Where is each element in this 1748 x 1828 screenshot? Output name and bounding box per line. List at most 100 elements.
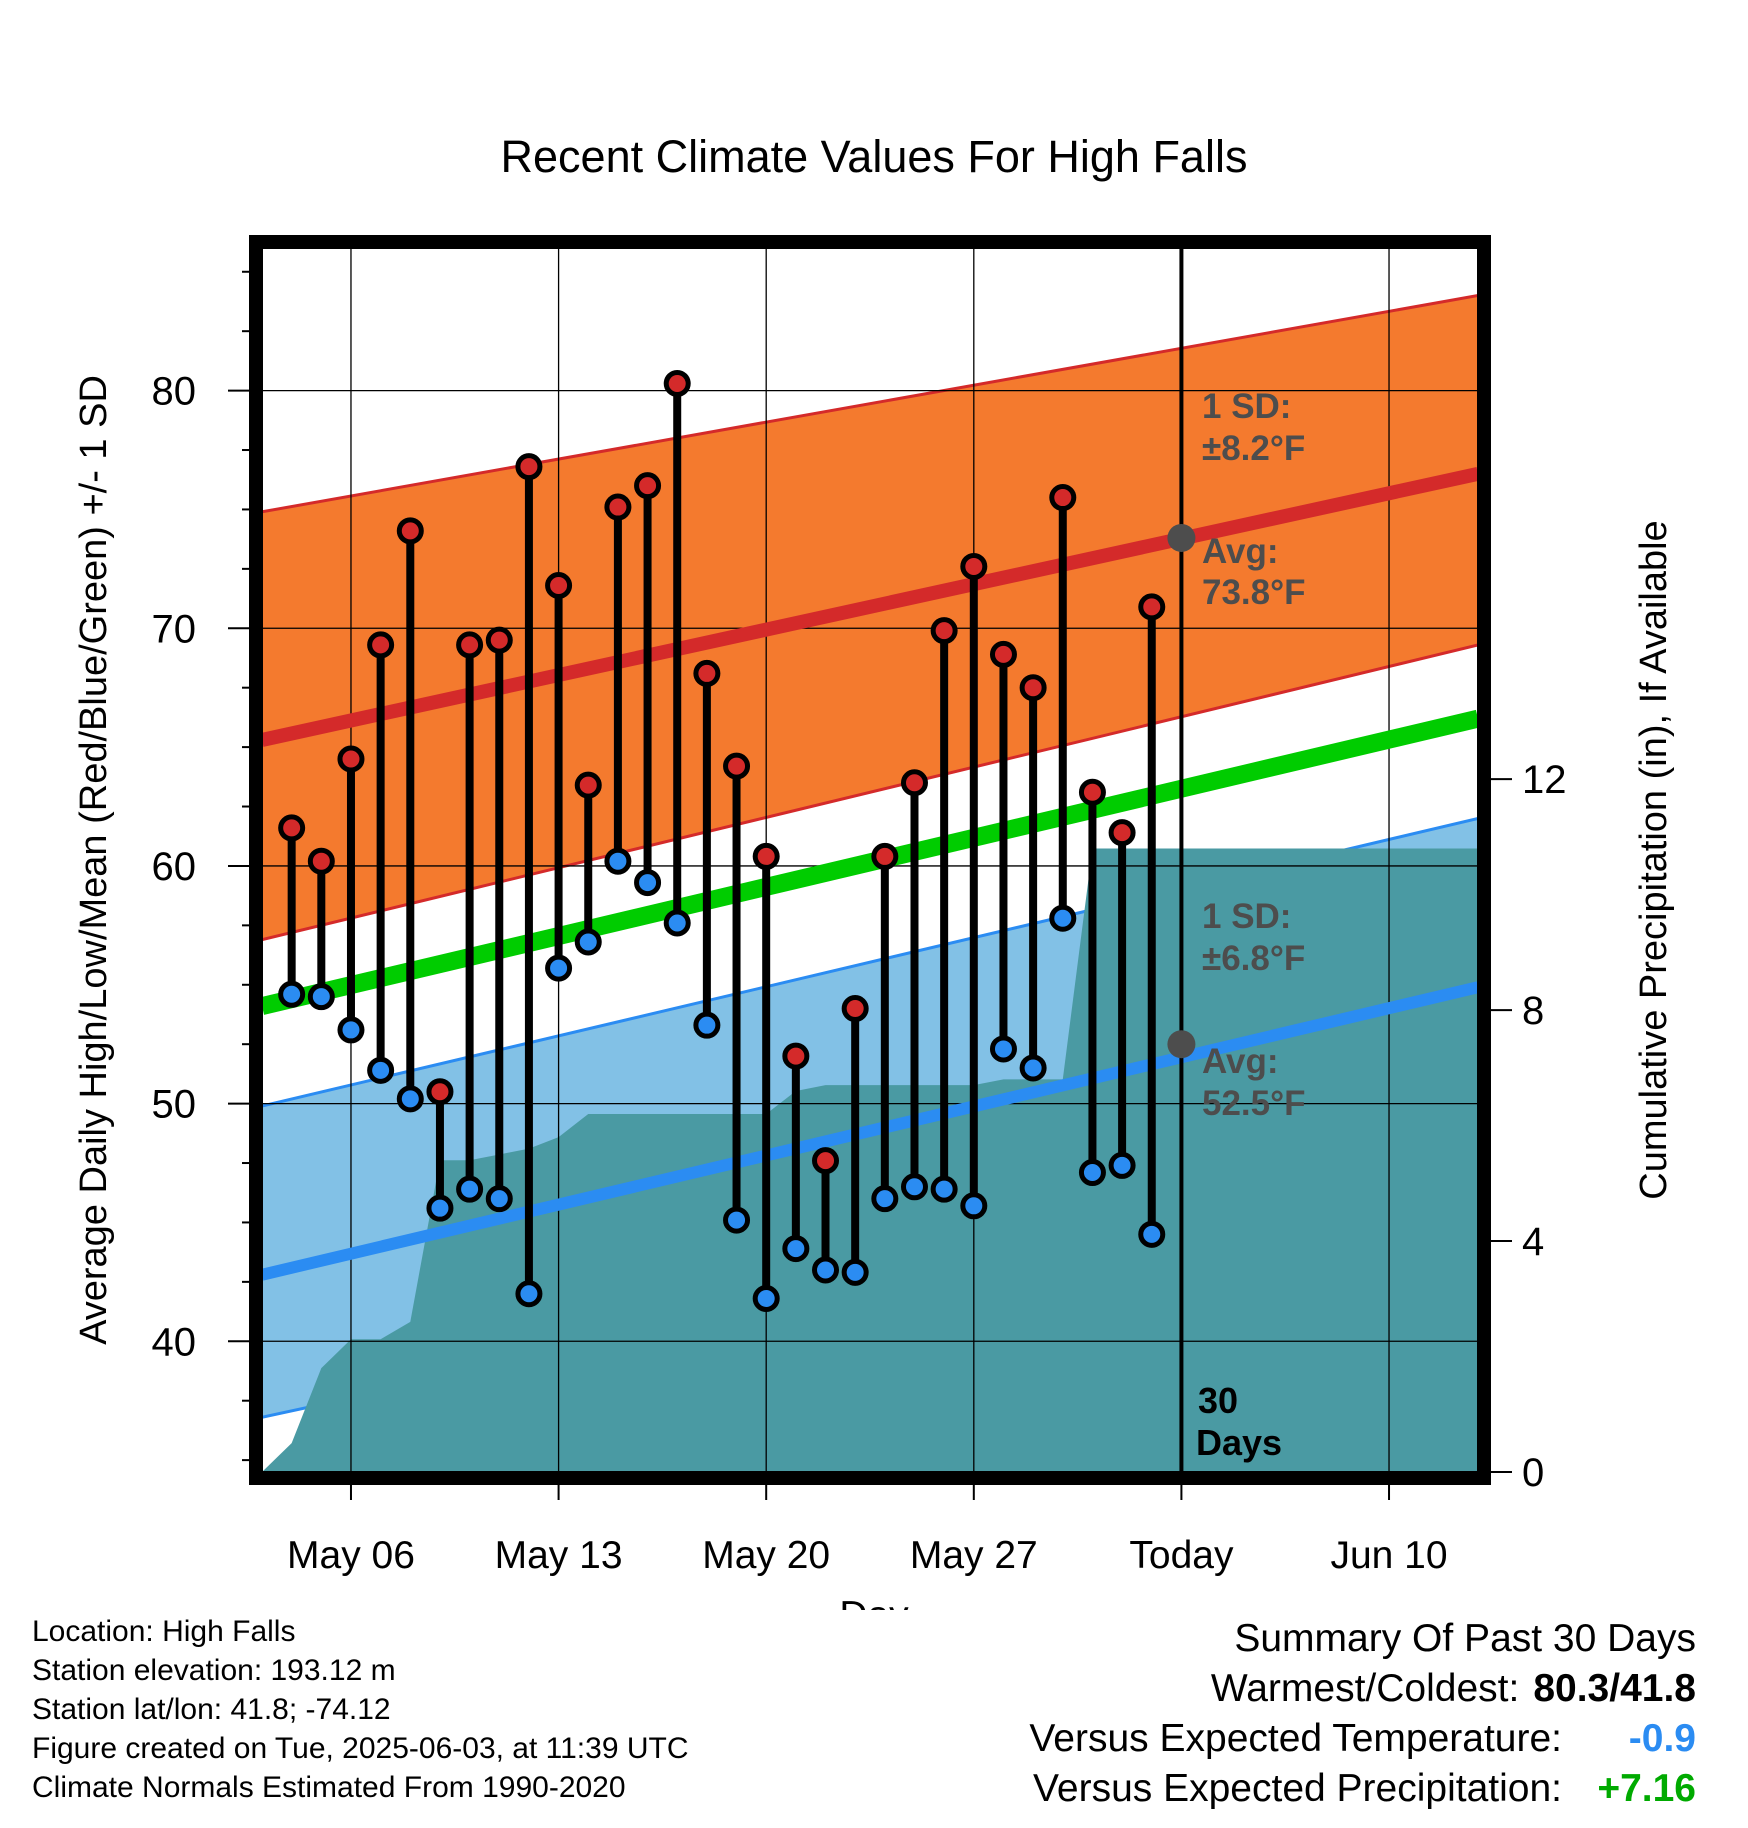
created-text: Figure created on Tue, 2025-06-03, at 11… bbox=[32, 1732, 689, 1765]
high-sd-title: 1 SD: bbox=[1202, 387, 1291, 426]
high-sd-lower-edge bbox=[262, 643, 1478, 942]
precip-value: +7.16 bbox=[1597, 1767, 1696, 1810]
low-point bbox=[545, 954, 573, 982]
high-point bbox=[900, 769, 928, 797]
high-point bbox=[752, 842, 780, 870]
low-point bbox=[1108, 1151, 1136, 1179]
precip-area bbox=[262, 848, 1478, 1472]
temp-label: Versus Expected Temperature: bbox=[1029, 1717, 1562, 1760]
low-point bbox=[367, 1056, 395, 1084]
high-point bbox=[278, 814, 306, 842]
high-point bbox=[367, 631, 395, 659]
high-point bbox=[663, 369, 691, 397]
high-avg-marker bbox=[1167, 523, 1196, 552]
plot-area bbox=[262, 248, 1478, 1472]
high-point bbox=[307, 847, 335, 875]
high-point bbox=[1019, 674, 1047, 702]
summary-warmest-row: Warmest/Coldest: 80.3/41.8 bbox=[1029, 1664, 1696, 1714]
high-point bbox=[545, 571, 573, 599]
x-tick-label: May 13 bbox=[495, 1534, 623, 1577]
y-tick-label: 40 bbox=[152, 1320, 197, 1364]
days-label: Days bbox=[1196, 1422, 1282, 1463]
warmest-value: 80.3/41.8 bbox=[1533, 1667, 1696, 1710]
elevation-text: Station elevation: 193.12 m bbox=[32, 1654, 396, 1687]
low-point bbox=[337, 1016, 365, 1044]
low-point bbox=[841, 1258, 869, 1286]
low-point bbox=[604, 847, 632, 875]
days-number: 30 bbox=[1198, 1380, 1238, 1421]
x-tick-label: May 20 bbox=[702, 1534, 830, 1577]
x-tick-label: Today bbox=[1129, 1534, 1234, 1577]
high-point bbox=[485, 626, 513, 654]
high-point bbox=[723, 752, 751, 780]
high-point bbox=[871, 842, 899, 870]
low-avg-marker bbox=[1167, 1030, 1196, 1059]
y2-tick-label: 8 bbox=[1522, 989, 1544, 1033]
low-point bbox=[1078, 1159, 1106, 1187]
summary-temp-row: Versus Expected Temperature: -0.9 bbox=[1029, 1714, 1696, 1764]
latlon-text: Station lat/lon: 41.8; -74.12 bbox=[32, 1693, 391, 1726]
low-point bbox=[278, 980, 306, 1008]
low-point bbox=[634, 869, 662, 897]
low-point bbox=[752, 1285, 780, 1313]
low-point bbox=[812, 1256, 840, 1284]
x-tick-label: May 06 bbox=[287, 1534, 415, 1577]
low-point bbox=[515, 1280, 543, 1308]
low-point bbox=[900, 1173, 928, 1201]
low-point bbox=[307, 983, 335, 1011]
high-point bbox=[604, 493, 632, 521]
low-point bbox=[723, 1206, 751, 1234]
high-point bbox=[1049, 484, 1077, 512]
high-point bbox=[841, 995, 869, 1023]
low-point bbox=[1138, 1220, 1166, 1248]
high-sd-band bbox=[262, 295, 1478, 940]
low-normal-line bbox=[262, 981, 1478, 1281]
y2-tick-label: 4 bbox=[1522, 1220, 1544, 1264]
low-point bbox=[871, 1185, 899, 1213]
temp-value: -0.9 bbox=[1628, 1717, 1696, 1760]
y-tick-label: 60 bbox=[152, 845, 197, 889]
high-avg-value: 73.8°F bbox=[1202, 573, 1306, 612]
high-point bbox=[1108, 819, 1136, 847]
high-avg-title: Avg: bbox=[1202, 532, 1278, 571]
location-text: Location: High Falls bbox=[32, 1615, 296, 1648]
summary-precip-row: Versus Expected Precipitation: +7.16 bbox=[1029, 1764, 1696, 1814]
low-sd-title: 1 SD: bbox=[1202, 897, 1291, 936]
high-point bbox=[989, 640, 1017, 668]
low-avg-value: 52.5°F bbox=[1202, 1084, 1306, 1123]
summary-panel: Summary Of Past 30 Days Warmest/Coldest:… bbox=[1029, 1614, 1696, 1814]
low-point bbox=[930, 1175, 958, 1203]
low-point bbox=[426, 1194, 454, 1222]
high-normal-line bbox=[262, 466, 1478, 747]
high-point bbox=[1078, 778, 1106, 806]
y2-tick-label: 12 bbox=[1522, 758, 1567, 802]
high-point bbox=[456, 631, 484, 659]
high-point bbox=[396, 517, 424, 545]
climate-chart: Recent Climate Values For High Falls 405… bbox=[73, 131, 1675, 1610]
y-tick-label: 50 bbox=[152, 1083, 197, 1127]
precip-label: Versus Expected Precipitation: bbox=[1033, 1767, 1562, 1810]
low-sd-value: ±6.8°F bbox=[1202, 939, 1305, 978]
high-point bbox=[960, 552, 988, 580]
y-tick-label: 80 bbox=[152, 370, 197, 414]
x-tick-label: Jun 10 bbox=[1330, 1534, 1447, 1577]
high-point bbox=[782, 1042, 810, 1070]
y-axis-label: Average Daily High/Low/Mean (Red/Blue/Gr… bbox=[73, 375, 115, 1345]
plot-frame bbox=[249, 235, 1491, 1485]
high-point bbox=[337, 745, 365, 773]
high-point bbox=[634, 472, 662, 500]
high-sd-upper-edge bbox=[262, 294, 1478, 514]
low-point bbox=[989, 1035, 1017, 1063]
low-avg-title: Avg: bbox=[1202, 1042, 1278, 1081]
summary-title: Summary Of Past 30 Days bbox=[1234, 1617, 1696, 1660]
y2-tick-label: 0 bbox=[1522, 1451, 1544, 1495]
high-point bbox=[1138, 593, 1166, 621]
high-point bbox=[693, 659, 721, 687]
low-point bbox=[485, 1185, 513, 1213]
normals-text: Climate Normals Estimated From 1990-2020 bbox=[32, 1771, 626, 1804]
low-point bbox=[574, 928, 602, 956]
chart-title: Recent Climate Values For High Falls bbox=[501, 131, 1248, 182]
station-info: Location: High Falls Station elevation: … bbox=[32, 1612, 689, 1807]
mean-normal-line bbox=[262, 709, 1478, 1015]
x-axis-label: Day bbox=[839, 1594, 909, 1610]
